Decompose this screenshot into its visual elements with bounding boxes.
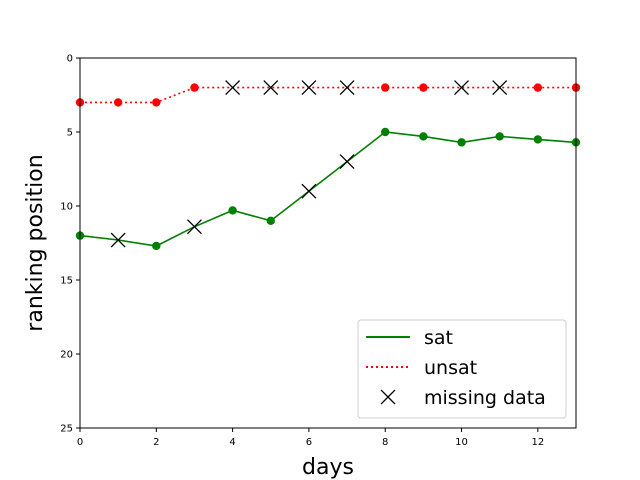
series-sat-point xyxy=(228,206,237,215)
series-unsat-line xyxy=(80,86,576,104)
y-tick-label: 10 xyxy=(60,202,73,213)
x-axis-label: days xyxy=(302,455,354,480)
y-tick-label: 25 xyxy=(60,424,73,435)
x-tick-label: 10 xyxy=(455,437,468,448)
series-sat-point xyxy=(419,132,428,141)
legend: sat unsat missing data xyxy=(357,319,567,419)
series-unsat-missing-marker xyxy=(301,80,317,96)
series-sat-line xyxy=(79,131,577,247)
y-tick-label: 0 xyxy=(67,54,73,65)
y-tick-label: 5 xyxy=(67,128,73,139)
series-unsat-missing-marker xyxy=(492,80,508,96)
series-sat-point xyxy=(266,216,275,225)
series-sat-point xyxy=(495,132,504,141)
legend-box xyxy=(357,319,567,419)
series-sat-missing-marker xyxy=(339,154,355,170)
series-sat-point xyxy=(381,127,390,137)
series-sat-point xyxy=(457,138,466,147)
x-tick-label: 8 xyxy=(382,437,388,448)
y-axis-label: ranking position xyxy=(23,154,48,331)
legend-missing-label: missing data xyxy=(424,387,546,409)
series-unsat-point xyxy=(419,83,428,92)
y-ticks: 0 5 10 15 20 25 xyxy=(60,54,80,435)
series-unsat-missing-marker xyxy=(339,80,355,96)
x-tick-label: 2 xyxy=(153,437,159,448)
x-tick-label: 6 xyxy=(306,437,312,448)
x-ticks: 0 2 4 6 8 10 12 xyxy=(77,428,544,448)
series-sat-missing-marker xyxy=(301,183,317,199)
series-unsat-point xyxy=(533,83,543,92)
series-unsat-missing-marker xyxy=(263,80,279,96)
legend-missing-marker xyxy=(380,389,396,405)
series-sat-point xyxy=(152,241,161,251)
legend-sat-label: sat xyxy=(424,327,453,349)
y-tick-label: 20 xyxy=(60,350,73,361)
plot-layer xyxy=(75,80,581,251)
x-tick-label: 4 xyxy=(229,437,235,448)
series-unsat-missing-marker xyxy=(454,80,469,96)
series-unsat-missing-marker xyxy=(225,80,241,96)
plot-frame xyxy=(79,57,577,429)
legend-unsat-label: unsat xyxy=(424,357,477,379)
x-tick-label: 0 xyxy=(77,437,83,448)
x-tick-label: 12 xyxy=(531,437,544,448)
series-unsat-point xyxy=(190,83,199,92)
series-unsat-point xyxy=(113,98,123,107)
series-sat-missing-marker xyxy=(187,219,202,235)
series-unsat-point xyxy=(152,98,161,107)
series-sat-point xyxy=(533,135,543,144)
y-tick-label: 15 xyxy=(60,276,73,287)
series-unsat-point xyxy=(381,83,390,92)
series-sat-missing-marker xyxy=(110,232,126,248)
